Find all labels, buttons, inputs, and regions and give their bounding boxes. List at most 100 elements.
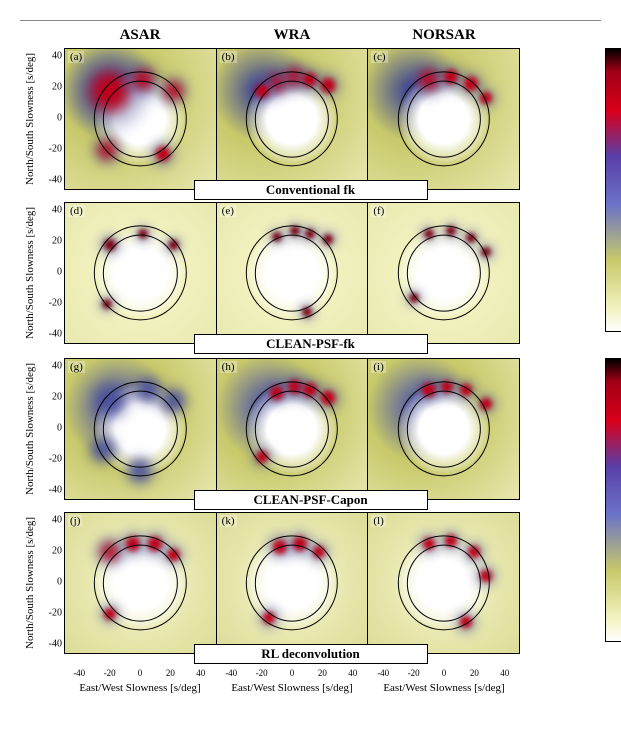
xtick: 0 (290, 668, 295, 678)
panel: (h) (217, 358, 369, 500)
ytick-col: -40-2002040 (40, 358, 64, 498)
slowness-circle (94, 225, 186, 320)
panel: (l) (368, 512, 520, 654)
ytick: 0 (57, 267, 62, 278)
panel-row: North/South Slowness [s/deg]-40-2002040(… (20, 48, 601, 190)
ytick-col: -40 -20 0 20 40 (40, 48, 64, 188)
ylabel: North/South Slowness [s/deg] (24, 363, 36, 495)
x-label-row: East/West Slowness [s/deg] East/West Slo… (64, 680, 520, 694)
panel-label: (k) (220, 515, 237, 527)
panel-label: (a) (68, 51, 84, 63)
panels: (j) (k) (l) (64, 512, 520, 654)
ylabel-col: North/South Slowness [s/deg] (20, 358, 40, 500)
xtick-set: -40-2002040 (216, 668, 368, 680)
panel-row: North/South Slowness [s/deg]-40-2002040(… (20, 202, 601, 344)
x-tick-row: -40-2002040-40-2002040-40-2002040 (64, 668, 520, 680)
xtick: 20 (318, 668, 327, 678)
ytick: 0 (57, 113, 62, 124)
panel: (d) (64, 202, 217, 344)
ytick: -20 (49, 144, 62, 155)
xtick: -20 (408, 668, 420, 678)
ylabel-col: North/South Slowness [s/deg] (20, 48, 40, 190)
ytick: 40 (52, 204, 62, 215)
ytick: -20 (49, 298, 62, 309)
ytick: -20 (49, 608, 62, 619)
ytick: 0 (57, 423, 62, 434)
xtick: 20 (166, 668, 175, 678)
xtick: -40 (377, 668, 389, 678)
col-header-norsar: NORSAR (368, 27, 520, 48)
ytick: -40 (49, 485, 62, 496)
colorbar-gradient (605, 48, 621, 332)
xtick: 0 (138, 668, 143, 678)
panel-label: (i) (371, 361, 385, 373)
method-label: CLEAN-PSF-Capon (194, 490, 428, 510)
panels: (d)(e)(f) (64, 202, 520, 344)
ytick: 40 (52, 50, 62, 61)
panel: (j) (64, 512, 217, 654)
xtick: -20 (256, 668, 268, 678)
ytick: 40 (52, 514, 62, 525)
panel-row: North/South Slowness [s/deg]-40-2002040(… (20, 358, 601, 500)
xtick-set: -40-2002040 (64, 668, 216, 680)
slowness-circle (397, 71, 489, 166)
slowness-circle (246, 71, 338, 166)
ylabel: North/South Slowness [s/deg] (24, 207, 36, 339)
panel: (f) (368, 202, 520, 344)
col-header-wra: WRA (216, 27, 368, 48)
panels: (g) (h) (i) (64, 358, 520, 500)
panel-label: (f) (371, 205, 386, 217)
xtick: 40 (500, 668, 509, 678)
panel-label: (h) (220, 361, 237, 373)
ytick: 0 (57, 577, 62, 588)
xtick: -40 (73, 668, 85, 678)
col-header-asar: ASAR (64, 27, 216, 48)
slowness-circle (246, 225, 338, 320)
top-rule (20, 20, 601, 21)
ytick: -40 (49, 639, 62, 650)
panel-label: (j) (68, 515, 82, 527)
pair-block: North/South Slowness [s/deg]-40-2002040(… (20, 48, 601, 354)
ylabel: North/South Slowness [s/deg] (24, 517, 36, 649)
panel: (c) (368, 48, 520, 190)
figure-container: ASAR WRA NORSAR North/South Slowness [s/… (20, 20, 601, 694)
panel-label: (l) (371, 515, 385, 527)
ytick: -20 (49, 454, 62, 465)
slowness-circle (246, 381, 338, 476)
method-label: CLEAN-PSF-fk (194, 334, 428, 354)
ylabel-col: North/South Slowness [s/deg] (20, 512, 40, 654)
colorbar: 0-10relative power (dB) (605, 48, 621, 330)
xlabel: East/West Slowness [s/deg] (216, 680, 368, 694)
panel-label: (g) (68, 361, 85, 373)
ytick: 20 (52, 81, 62, 92)
slowness-circle (94, 535, 186, 630)
slowness-circle (397, 535, 489, 630)
slowness-circle (397, 381, 489, 476)
panels: (a) (b) (c) (64, 48, 520, 190)
slowness-circle (94, 381, 186, 476)
panel-grid: North/South Slowness [s/deg]-40-2002040(… (20, 48, 601, 664)
ylabel-col: North/South Slowness [s/deg] (20, 202, 40, 344)
method-label: Conventional fk (194, 180, 428, 200)
panel: (k) (217, 512, 369, 654)
xtick: -40 (225, 668, 237, 678)
colorbar: 0-20relative power (dB) (605, 358, 621, 640)
panel: (a) (64, 48, 217, 190)
panel-label: (b) (220, 51, 237, 63)
method-label: RL deconvolution (194, 644, 428, 664)
ytick-col: -40 -20 0 20 40 (40, 512, 64, 652)
column-headers: ASAR WRA NORSAR (64, 27, 520, 48)
slowness-circle (246, 535, 338, 630)
ytick: 20 (52, 235, 62, 246)
pair-block: North/South Slowness [s/deg]-40-2002040(… (20, 358, 601, 664)
xtick: 0 (442, 668, 447, 678)
panel-label: (c) (371, 51, 387, 63)
ytick: 20 (52, 391, 62, 402)
xlabel: East/West Slowness [s/deg] (368, 680, 520, 694)
ytick-col: -40-2002040 (40, 202, 64, 342)
ytick: 20 (52, 545, 62, 556)
ytick: -40 (49, 175, 62, 186)
slowness-circle (397, 225, 489, 320)
xlabel: East/West Slowness [s/deg] (64, 680, 216, 694)
panel-label: (d) (68, 205, 85, 217)
